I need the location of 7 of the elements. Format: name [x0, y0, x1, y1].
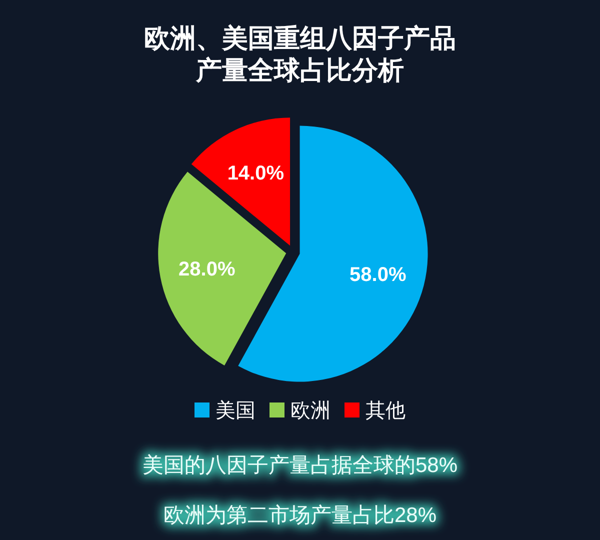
title: 产量全球占比分析	[196, 55, 404, 85]
legend-label: 其他	[366, 400, 406, 422]
annotation: 美国的八因子产量占据全球的58%	[142, 454, 458, 477]
annotation: 欧洲为第二市场产量占比28%	[163, 504, 437, 527]
title: 欧洲、美国重组八因子产品	[144, 23, 456, 53]
legend-label: 美国	[216, 400, 256, 422]
legend-label: 欧洲	[290, 400, 330, 422]
